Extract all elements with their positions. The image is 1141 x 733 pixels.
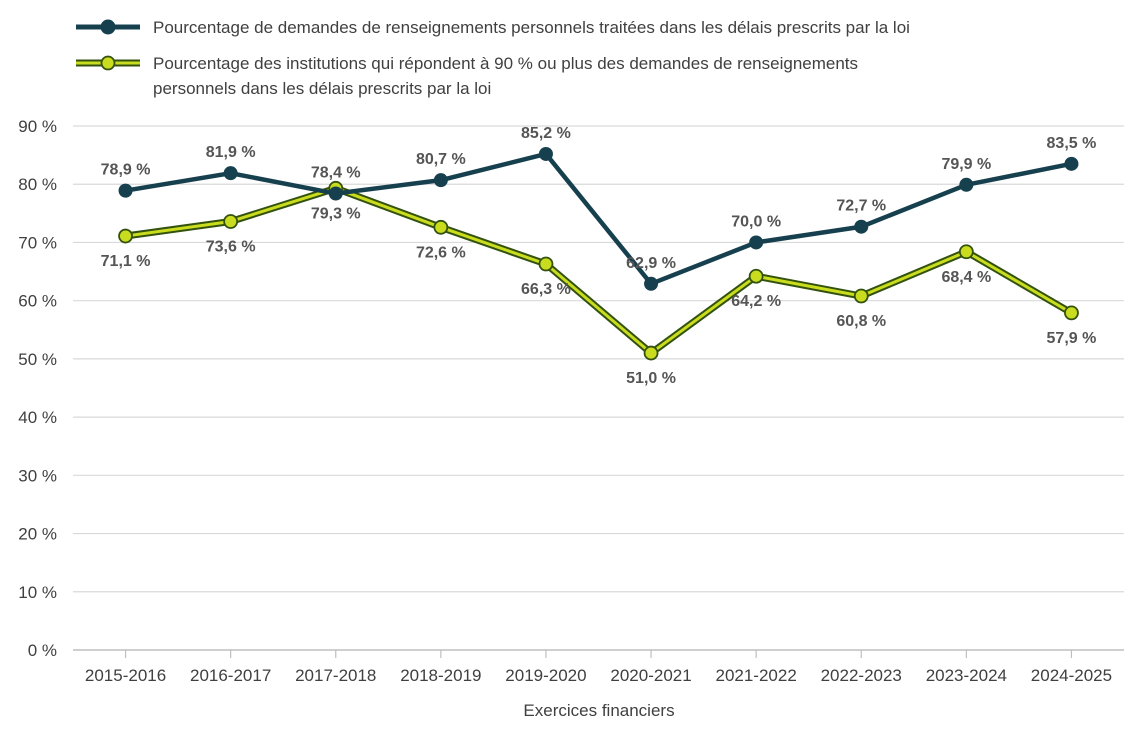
series-layer <box>118 146 1079 361</box>
x-tick-label: 2018-2019 <box>400 666 481 685</box>
y-tick-label: 10 % <box>18 583 57 602</box>
data-label-series-1: 85,2 % <box>521 125 571 142</box>
series-2-point <box>1064 305 1079 321</box>
x-tick-label: 2020-2021 <box>610 666 691 685</box>
x-tick-label: 2021-2022 <box>715 666 796 685</box>
y-tick-label: 0 % <box>28 641 57 660</box>
series-1-point <box>644 276 659 291</box>
y-tick-label: 80 % <box>18 175 57 194</box>
data-label-series-1: 78,4 % <box>311 165 361 182</box>
series-2-point <box>643 345 659 361</box>
data-label-series-2: 64,2 % <box>731 293 781 310</box>
x-tick-label: 2019-2020 <box>505 666 586 685</box>
series-2-point <box>958 244 974 260</box>
legend-marker-series-2 <box>100 55 116 71</box>
data-label-series-1: 79,9 % <box>941 156 991 173</box>
x-tick-label: 2024-2025 <box>1031 666 1112 685</box>
data-label-series-2: 72,6 % <box>416 244 466 261</box>
series-1-line <box>125 151 1072 287</box>
data-label-series-2: 51,0 % <box>626 370 676 387</box>
series-1-point <box>854 219 869 234</box>
series-1-point <box>223 166 238 181</box>
data-label-series-2: 60,8 % <box>836 313 886 330</box>
data-label-series-1: 83,5 % <box>1047 135 1097 152</box>
series-1-point <box>749 235 764 250</box>
x-axis: 2015-2016 2016-2017 2017-2018 2018-2019 2019… <box>85 650 1112 685</box>
data-label-series-1: 70,0 % <box>731 213 781 230</box>
series-1-point <box>1064 156 1079 171</box>
series-2-point <box>538 256 554 272</box>
data-label-series-2: 79,3 % <box>311 205 361 222</box>
gridlines <box>73 125 1124 651</box>
legend-label-series-1: Pourcentage de demandes de renseignement… <box>153 18 910 37</box>
series-2-point <box>853 288 869 304</box>
x-tick-label: 2015-2016 <box>85 666 166 685</box>
series-1-point <box>538 146 553 161</box>
y-axis-ticks: 0 % 10 % 20 % 30 % 40 % 50 % 60 % 70 % 80 % 90 % <box>18 117 57 660</box>
series-1-point <box>118 183 133 198</box>
x-axis-title: Exercices financiers <box>523 701 674 720</box>
y-tick-label: 40 % <box>18 408 57 427</box>
series-2-line <box>125 186 1073 355</box>
legend-label-series-2-line-2: personnels dans les délais prescrits par… <box>153 79 491 98</box>
x-tick-label: 2017-2018 <box>295 666 376 685</box>
y-tick-label: 50 % <box>18 350 57 369</box>
x-tick-label: 2016-2017 <box>190 666 271 685</box>
legend-label-series-2-line-1: Pourcentage des institutions qui réponde… <box>153 54 858 73</box>
series-2-point <box>118 228 133 244</box>
y-tick-label: 60 % <box>18 292 57 311</box>
legend-entry-series-1: Pourcentage de demandes de renseignement… <box>76 18 910 37</box>
data-label-series-2: 66,3 % <box>521 281 571 298</box>
data-label-series-2: 73,6 % <box>206 238 256 255</box>
data-labels: 78,9 % 81,9 % 78,4 % 80,7 % 85,2 % 62,9 % 70,0… <box>101 125 1097 387</box>
series-1-point <box>328 186 343 201</box>
data-label-series-1: 72,7 % <box>836 198 886 215</box>
y-tick-label: 20 % <box>18 525 57 544</box>
x-tick-label: 2023-2024 <box>926 666 1007 685</box>
data-label-series-1: 78,9 % <box>101 162 151 179</box>
legend-marker-series-1 <box>100 19 116 35</box>
series-2-point <box>748 268 764 284</box>
series-2-point <box>223 214 239 229</box>
series-1-point <box>433 173 448 188</box>
series-1-point <box>959 177 974 192</box>
data-label-series-2: 71,1 % <box>101 253 151 270</box>
data-label-series-1: 81,9 % <box>206 144 256 161</box>
legend-entry-series-2: Pourcentage des institutions qui réponde… <box>76 54 858 98</box>
data-label-series-2: 68,4 % <box>941 269 991 286</box>
y-tick-label: 70 % <box>18 233 57 252</box>
y-tick-label: 30 % <box>18 466 57 485</box>
series-2-point <box>433 219 449 235</box>
data-label-series-1: 62,9 % <box>626 255 676 272</box>
legend: Pourcentage de demandes de renseignement… <box>76 18 910 98</box>
data-label-series-1: 80,7 % <box>416 151 466 168</box>
y-tick-label: 90 % <box>18 117 57 136</box>
data-label-series-2: 57,9 % <box>1047 330 1097 347</box>
series-2-line-outline <box>125 184 1074 357</box>
x-tick-label: 2022-2023 <box>821 666 902 685</box>
